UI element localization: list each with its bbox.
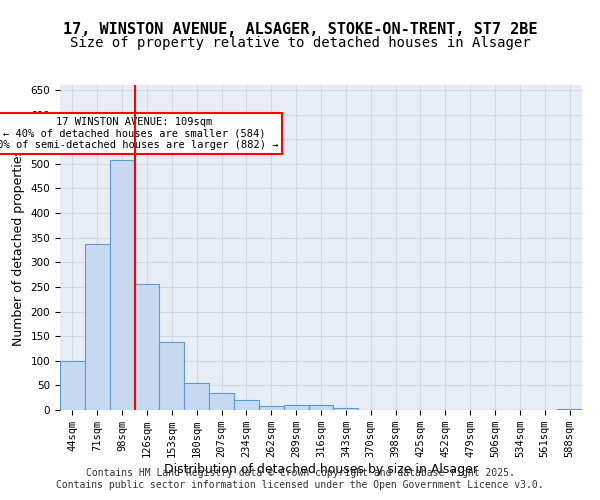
X-axis label: Distribution of detached houses by size in Alsager: Distribution of detached houses by size … (164, 463, 478, 476)
Bar (134, 284, 160, 410)
Bar (284, 405, 308, 410)
Bar (110, 160, 134, 410)
Bar (234, 400, 259, 410)
Bar (184, 384, 209, 410)
Y-axis label: Number of detached properties: Number of detached properties (12, 149, 25, 346)
Text: 17, WINSTON AVENUE, ALSAGER, STOKE-ON-TRENT, ST7 2BE: 17, WINSTON AVENUE, ALSAGER, STOKE-ON-TR… (63, 22, 537, 38)
Bar (334, 408, 358, 410)
Bar (160, 342, 184, 410)
Text: Contains HM Land Registry data © Crown copyright and database right 2025.
Contai: Contains HM Land Registry data © Crown c… (56, 468, 544, 490)
Bar (259, 406, 284, 410)
Bar (60, 361, 85, 410)
Bar (209, 393, 234, 410)
Bar (557, 408, 582, 410)
Bar (308, 405, 334, 410)
Text: 17 WINSTON AVENUE: 109sqm
← 40% of detached houses are smaller (584)
60% of semi: 17 WINSTON AVENUE: 109sqm ← 40% of detac… (0, 117, 278, 150)
Bar (85, 244, 110, 410)
Text: Size of property relative to detached houses in Alsager: Size of property relative to detached ho… (70, 36, 530, 50)
